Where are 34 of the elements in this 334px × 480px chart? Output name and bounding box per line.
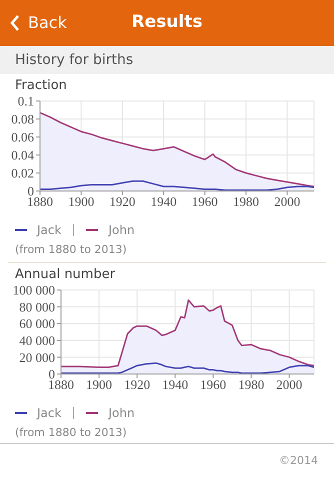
y-tick-label: 0.04 (11, 148, 34, 163)
x-tick-label: 1900 (68, 194, 94, 210)
y-tick-label: 0.1 (18, 94, 34, 109)
x-tick-label: 2000 (274, 194, 300, 210)
x-tick-label: 2000 (276, 377, 302, 392)
chart-title: Annual number (14, 266, 116, 282)
y-tick-label: 40 000 (19, 333, 55, 348)
x-tick-label: 1980 (233, 194, 260, 210)
text: (from 1880 to 2013) (14, 425, 128, 439)
legend-label: Jack (37, 406, 62, 420)
legend-label: John (108, 223, 135, 237)
x-tick-label: 1980 (238, 377, 264, 392)
x-tick-label: 1920 (109, 194, 136, 210)
y-tick-label: 80 000 (19, 299, 55, 314)
y-tick-label: 0.02 (11, 166, 34, 181)
x-tick-label: 1900 (86, 377, 112, 392)
x-tick-label: 1920 (124, 377, 150, 392)
text: Back (28, 13, 67, 32)
text: Results (132, 12, 202, 32)
y-tick-label: 60 000 (19, 316, 55, 332)
text: History for births (0, 46, 334, 74)
y-tick-label: 0.08 (11, 112, 34, 127)
y-tick-label: 100 000 (12, 282, 55, 298)
legend-label: John (108, 406, 135, 420)
y-tick-label: 20 000 (19, 350, 55, 365)
y-tick-label: 0.06 (11, 130, 34, 145)
legend-label: Jack (37, 223, 62, 237)
text: (from 1880 to 2013) (14, 242, 128, 256)
chart-title: Fraction (14, 77, 68, 93)
x-tick-label: 1940 (162, 377, 188, 392)
x-tick-label: 1960 (192, 194, 218, 210)
x-tick-label: 1940 (150, 194, 177, 210)
x-tick-label: 1960 (200, 377, 226, 392)
text: ©2014 (279, 454, 318, 467)
